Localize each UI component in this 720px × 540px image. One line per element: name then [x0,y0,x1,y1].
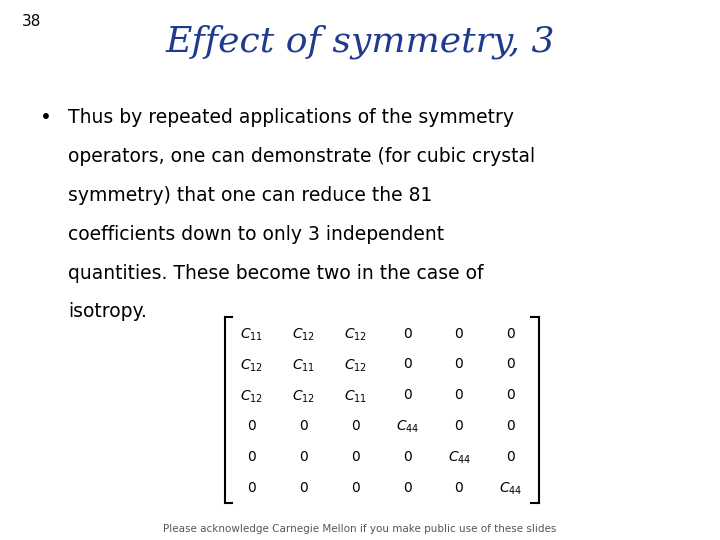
Text: Effect of symmetry, 3: Effect of symmetry, 3 [166,24,554,59]
Text: $C_{11}$: $C_{11}$ [344,388,367,404]
Text: Please acknowledge Carnegie Mellon if you make public use of these slides: Please acknowledge Carnegie Mellon if yo… [163,523,557,534]
Text: $C_{12}$: $C_{12}$ [292,327,315,343]
Text: quantities. These become two in the case of: quantities. These become two in the case… [68,264,484,282]
Text: $0$: $0$ [402,327,413,341]
Text: $0$: $0$ [506,357,516,372]
Text: $C_{44}$: $C_{44}$ [500,481,523,497]
Text: $0$: $0$ [454,357,464,372]
Text: $0$: $0$ [402,388,413,402]
Text: $0$: $0$ [506,327,516,341]
Text: operators, one can demonstrate (for cubic crystal: operators, one can demonstrate (for cubi… [68,147,536,166]
Text: $C_{12}$: $C_{12}$ [344,357,367,374]
Text: $C_{44}$: $C_{44}$ [396,419,419,435]
Text: $0$: $0$ [351,419,361,433]
Text: $C_{12}$: $C_{12}$ [240,357,264,374]
Text: $0$: $0$ [299,481,309,495]
Text: $0$: $0$ [454,481,464,495]
Text: $0$: $0$ [299,419,309,433]
Text: $0$: $0$ [351,450,361,464]
Text: $C_{44}$: $C_{44}$ [448,450,471,466]
Text: $C_{12}$: $C_{12}$ [344,327,367,343]
Text: $0$: $0$ [454,327,464,341]
Text: $0$: $0$ [454,419,464,433]
Text: $0$: $0$ [247,419,257,433]
Text: coefficients down to only 3 independent: coefficients down to only 3 independent [68,225,444,244]
Text: $C_{11}$: $C_{11}$ [292,357,315,374]
Text: 38: 38 [22,14,41,29]
Text: $0$: $0$ [402,357,413,372]
Text: symmetry) that one can reduce the 81: symmetry) that one can reduce the 81 [68,186,433,205]
Text: Thus by repeated applications of the symmetry: Thus by repeated applications of the sym… [68,108,514,127]
Text: $0$: $0$ [247,450,257,464]
Text: $C_{11}$: $C_{11}$ [240,327,264,343]
Text: $0$: $0$ [402,481,413,495]
Text: $0$: $0$ [454,388,464,402]
Text: $0$: $0$ [351,481,361,495]
Text: $0$: $0$ [506,419,516,433]
Text: $C_{12}$: $C_{12}$ [240,388,264,404]
Text: $0$: $0$ [402,450,413,464]
Text: isotropy.: isotropy. [68,302,148,321]
Text: $0$: $0$ [299,450,309,464]
Text: $C_{12}$: $C_{12}$ [292,388,315,404]
Text: $0$: $0$ [247,481,257,495]
Text: $0$: $0$ [506,388,516,402]
Text: •: • [40,108,51,127]
Text: $0$: $0$ [506,450,516,464]
